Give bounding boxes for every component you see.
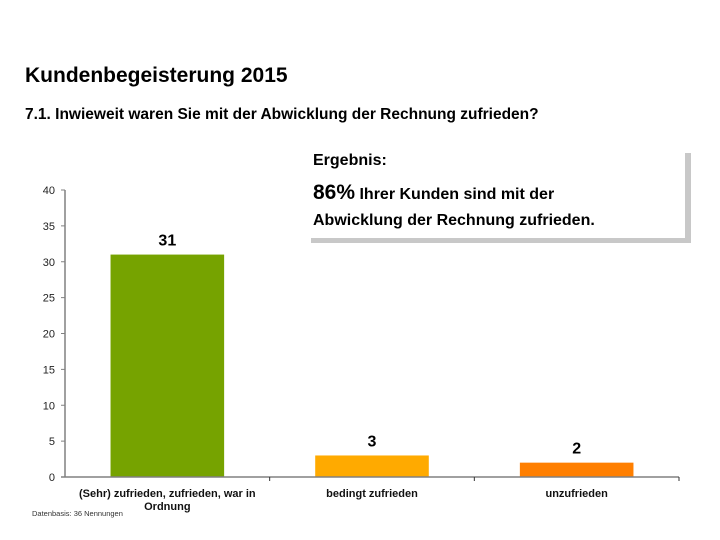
question-text: 7.1. Inwieweit waren Sie mit der Abwickl… [25, 106, 539, 123]
y-tick-label: 15 [43, 364, 55, 376]
bar [110, 254, 225, 477]
x-category-label: bedingt zufrieden [326, 488, 418, 500]
y-tick-label: 40 [43, 185, 55, 197]
result-line-2: Abwicklung der Rechnung zufrieden. [313, 212, 595, 229]
bar [315, 455, 429, 477]
bar-value-label: 2 [572, 441, 581, 458]
y-tick-label: 25 [43, 293, 55, 305]
x-category-label: unzufrieden [545, 488, 608, 500]
y-tick-label: 30 [43, 257, 55, 269]
result-label: Ergebnis: [313, 152, 387, 169]
bar-value-label: 3 [368, 433, 377, 450]
result-line-1: 86% Ihrer Kunden sind mit der [313, 181, 554, 205]
data-basis-footnote: Datenbasis: 36 Nennungen [32, 509, 123, 518]
bar [519, 462, 634, 477]
y-tick-label: 10 [43, 400, 55, 412]
bar-value-label: 31 [158, 233, 176, 250]
result-line-1-text: Ihrer Kunden sind mit der [355, 186, 555, 203]
y-tick-label: 35 [43, 221, 55, 233]
result-percent: 86% [313, 181, 356, 204]
result-box: Ergebnis: 86% Ihrer Kunden sind mit der … [305, 148, 685, 238]
page-title: Kundenbegeisterung 2015 [25, 64, 288, 87]
x-category-label: Ordnung [144, 501, 190, 513]
y-tick-label: 0 [49, 472, 55, 484]
y-tick-label: 20 [43, 329, 55, 341]
x-category-label: (Sehr) zufrieden, zufrieden, war in [79, 488, 256, 500]
y-tick-label: 5 [49, 436, 55, 448]
